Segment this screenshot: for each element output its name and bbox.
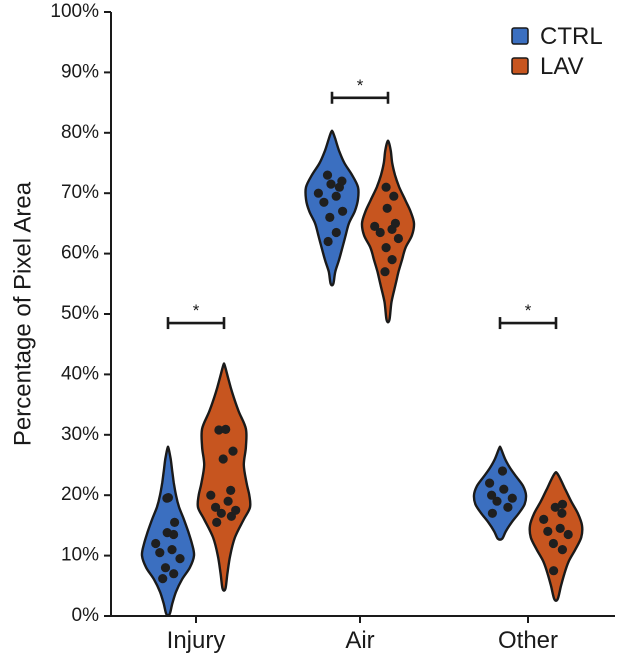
data-point-lav-other [563,529,573,540]
data-point-lav-air [381,243,391,253]
data-point-lav-injury [212,517,222,528]
data-point-ctrl-injury [160,563,171,573]
data-point-ctrl-air [331,227,341,238]
data-point-ctrl-injury [170,517,180,528]
data-point-ctrl-air [313,188,323,198]
data-point-lav-injury [214,425,224,435]
data-point-ctrl-other [487,508,497,518]
x-tick-label: Other [498,627,558,654]
data-point-lav-air [387,255,397,265]
significance-label: * [357,76,364,95]
x-tick-label: Injury [167,627,226,654]
data-point-lav-air [370,221,380,231]
data-point-ctrl-air [326,179,336,189]
legend-label-ctrl: CTRL [540,23,603,50]
data-point-lav-air [390,218,400,228]
data-point-ctrl-other [492,496,502,506]
y-tick-label: 60% [61,243,99,264]
data-point-ctrl-other [507,493,517,503]
y-tick-label: 50% [61,303,99,324]
y-tick-label: 100% [50,1,99,22]
data-point-ctrl-air [337,176,347,186]
data-point-ctrl-other [499,484,509,494]
legend-label-lav: LAV [540,53,584,80]
y-tick-label: 10% [61,545,99,566]
data-point-lav-other [548,538,559,549]
data-point-lav-other [555,523,565,534]
points-layer [151,170,573,584]
data-point-ctrl-air [338,206,348,216]
data-point-lav-air [382,203,392,213]
data-point-lav-other [550,502,560,512]
y-tick-label: 80% [61,122,99,143]
y-tick-label: 20% [61,484,99,505]
data-point-lav-injury [211,502,221,512]
data-point-ctrl-injury [155,548,165,558]
data-point-lav-injury [223,496,233,506]
data-point-lav-other [543,526,553,537]
y-tick-label: 0% [72,605,100,626]
data-point-lav-injury [226,485,236,495]
data-point-ctrl-other [485,478,495,488]
data-point-ctrl-other [503,502,513,512]
significance-label: * [525,301,532,320]
data-point-lav-injury [231,505,241,515]
data-point-lav-air [380,267,390,277]
data-point-lav-other [549,566,559,576]
violin-ctrl-air [304,129,360,287]
y-ticks: 0% 10% 20% 30% 40% 50% 60% 70% 80% 90% 100% [50,1,111,626]
data-point-lav-injury [218,454,228,464]
y-axis-label: Percentage of Pixel Area [9,181,36,446]
data-point-lav-injury [216,508,226,518]
y-tick-label: 40% [61,363,99,384]
data-point-ctrl-air [323,236,333,247]
y-tick-label: 30% [61,424,99,445]
data-point-lav-air [381,182,391,192]
violin-lav-other [528,470,584,602]
data-point-ctrl-air [322,170,333,180]
x-ticks: Injury Air Other [167,616,558,654]
data-point-lav-other [557,545,568,555]
data-point-ctrl-other [497,466,508,476]
data-point-lav-injury [206,490,216,500]
data-point-ctrl-injury [162,528,172,538]
data-point-ctrl-injury [163,493,173,503]
violins-layer [140,129,584,617]
legend-swatch-lav [511,57,529,75]
violin-lav-injury [196,362,252,592]
legend-swatch-ctrl [511,27,529,45]
y-tick-label: 90% [61,61,99,82]
y-tick-label: 70% [61,182,99,203]
data-point-ctrl-injury [151,538,161,549]
data-point-lav-air [393,233,403,244]
data-point-lav-injury [221,424,231,434]
data-point-ctrl-injury [167,545,177,555]
data-point-lav-other [557,499,568,509]
significance-label: * [193,301,200,320]
data-point-ctrl-other [487,490,497,500]
legend: CTRL LAV [511,23,603,80]
data-point-ctrl-injury [158,574,168,584]
violin-ctrl-other [472,445,528,541]
data-point-ctrl-air [325,212,335,222]
x-tick-label: Air [345,627,374,654]
significance-layer: * * * [166,76,558,330]
data-point-lav-injury [228,446,238,456]
data-point-ctrl-air [319,197,329,207]
data-point-ctrl-injury [175,554,185,564]
data-point-lav-air [389,191,399,201]
data-point-lav-other [557,508,567,518]
data-point-ctrl-air [331,191,341,201]
data-point-lav-air [375,227,385,238]
data-point-ctrl-injury [169,569,179,579]
data-point-lav-other [539,514,549,525]
